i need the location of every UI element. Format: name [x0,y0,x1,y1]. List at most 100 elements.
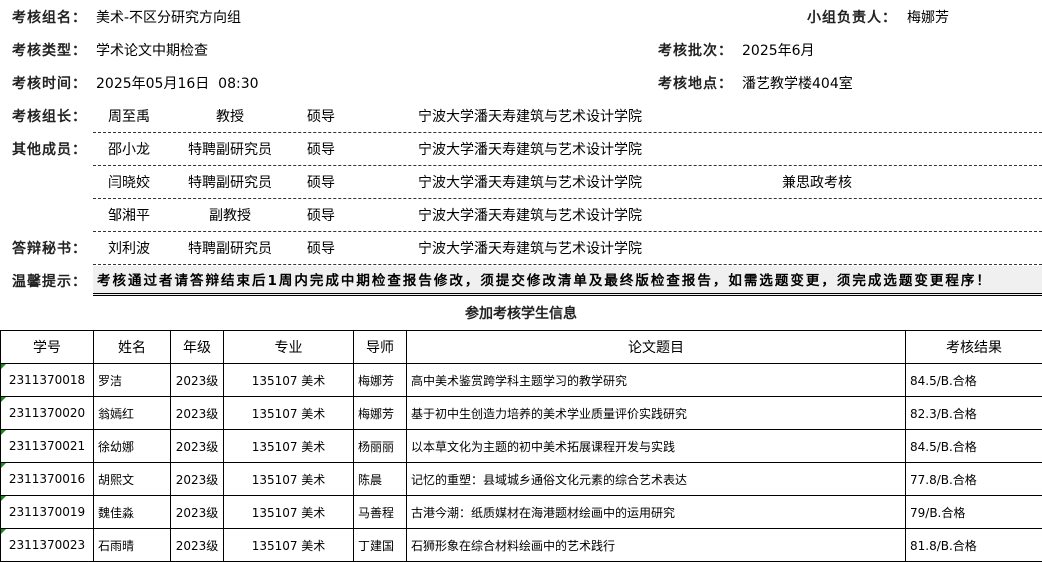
time-value: 2025年05月16日 08:30 [96,76,259,92]
cell-grade: 2023级 [170,396,224,430]
cell-result: 77.8/B.合格 [905,462,1042,496]
cell-thesis-title: 基于初中生创造力培养的美术学业质量评价实践研究 [406,396,906,430]
dashed-divider [93,132,1042,133]
cell-grade: 2023级 [170,429,224,463]
cell-result: 81.8/B.合格 [905,528,1042,562]
column-header: 年级 [170,330,224,364]
cell-thesis-title: 高中美术鉴赏跨学科主题学习的教学研究 [406,363,906,397]
member-title: 教授 [216,109,244,125]
cell-advisor: 马善程 [353,495,407,529]
cell-id: 2311370018 [0,363,94,397]
table-row: 2311370023 石雨晴 2023级 135107 美术 丁建国 石狮形象在综合材料绘… [0,528,1042,562]
leader-label: 小组负责人： [807,10,897,26]
cell-id: 2311370020 [0,396,94,430]
cell-result: 79/B.合格 [905,495,1042,529]
member-type: 硕导 [307,208,335,224]
table-header-row: 学号 姓名 年级 专业 导师 论文题目 考核结果 [0,330,1042,364]
dashed-divider [93,231,1042,232]
dashed-divider [93,264,1042,265]
cell-thesis-title: 记忆的重塑：县域城乡通俗文化元素的综合艺术表达 [406,462,906,496]
member-org: 宁波大学潘天寿建筑与艺术设计学院 [418,142,642,158]
students-table: 学号 姓名 年级 专业 导师 论文题目 考核结果 2311370018 罗洁 2023级 1351… [0,330,1042,562]
group-name: 美术-不区分研究方向组 [96,10,242,26]
cell-thesis-title: 以本草文化为主题的初中美术拓展课程开发与实践 [406,429,906,463]
table-row: 2311370020 翁嫣红 2023级 135107 美术 梅娜芳 基于初中生创造力培养… [0,396,1042,430]
type-label: 考核类型： [12,43,87,59]
member-note: 兼思政考核 [782,175,852,191]
leader-name: 梅娜芳 [907,10,949,26]
cell-name: 胡熙文 [93,462,171,496]
member-org: 宁波大学潘天寿建筑与艺术设计学院 [418,109,642,125]
cell-id: 2311370016 [0,462,94,496]
member-type: 硕导 [307,142,335,158]
member-name: 闫晓姣 [108,175,150,191]
place-label: 考核地点： [658,76,733,92]
cell-id: 2311370021 [0,429,94,463]
cell-name: 石雨晴 [93,528,171,562]
member-type: 硕导 [307,109,335,125]
batch-value: 2025年6月 [742,43,815,59]
member-name: 邹湘平 [108,208,150,224]
cell-advisor: 丁建国 [353,528,407,562]
member-name: 邵小龙 [108,142,150,158]
column-header: 学号 [0,330,94,364]
cell-major: 135107 美术 [223,528,354,562]
cell-advisor: 梅娜芳 [353,363,407,397]
students-title: 参加考核学生信息 [465,306,577,322]
type-value: 学术论文中期检查 [96,43,208,59]
member-title: 特聘副研究员 [188,241,272,257]
member-title: 特聘副研究员 [188,142,272,158]
member-title: 副教授 [209,208,251,224]
table-row: 2311370016 胡熙文 2023级 135107 美术 陈晨 记忆的重塑：县域城乡通… [0,462,1042,496]
cell-advisor: 杨丽丽 [353,429,407,463]
time-label: 考核时间： [12,76,87,92]
cell-result: 84.5/B.合格 [905,429,1042,463]
place-value: 潘艺教学楼404室 [742,76,853,92]
table-row: 2311370018 罗洁 2023级 135107 美术 梅娜芳 高中美术鉴赏跨学科主题… [0,363,1042,397]
member-type: 硕导 [307,241,335,257]
member-role: 考核组长： [12,109,87,125]
cell-id: 2311370023 [0,528,94,562]
cell-major: 135107 美术 [223,363,354,397]
member-role: 答辩秘书： [12,241,87,257]
cell-result: 82.3/B.合格 [905,396,1042,430]
cell-grade: 2023级 [170,363,224,397]
cell-grade: 2023级 [170,462,224,496]
cell-result: 84.5/B.合格 [905,363,1042,397]
cell-major: 135107 美术 [223,462,354,496]
cell-grade: 2023级 [170,528,224,562]
cell-name: 罗洁 [93,363,171,397]
table-row: 2311370021 徐幼娜 2023级 135107 美术 杨丽丽 以本草文化为主题的初… [0,429,1042,463]
cell-major: 135107 美术 [223,429,354,463]
cell-advisor: 陈晨 [353,462,407,496]
cell-advisor: 梅娜芳 [353,396,407,430]
column-header: 专业 [223,330,354,364]
cell-grade: 2023级 [170,495,224,529]
table-row: 2311370019 魏佳淼 2023级 135107 美术 马善程 古港今潮：纸质媒材在… [0,495,1042,529]
cell-thesis-title: 古港今潮：纸质媒材在海港题材绘画中的运用研究 [406,495,906,529]
member-name: 刘利波 [108,241,150,257]
member-org: 宁波大学潘天寿建筑与艺术设计学院 [418,208,642,224]
column-header: 导师 [353,330,407,364]
cell-name: 魏佳淼 [93,495,171,529]
cell-major: 135107 美术 [223,495,354,529]
group-label: 考核组名： [12,10,87,26]
column-header: 考核结果 [905,330,1042,364]
member-name: 周至禹 [108,109,150,125]
cell-name: 徐幼娜 [93,429,171,463]
dashed-divider [93,198,1042,199]
member-org: 宁波大学潘天寿建筑与艺术设计学院 [418,241,642,257]
member-org: 宁波大学潘天寿建筑与艺术设计学院 [418,175,642,191]
column-header: 论文题目 [406,330,906,364]
cell-name: 翁嫣红 [93,396,171,430]
dashed-divider [93,165,1042,166]
tip-text: 考核通过者请答辩结束后1周内完成中期检查报告修改，须提交修改清单及最终版检查报告… [93,266,1042,296]
member-title: 特聘副研究员 [188,175,272,191]
cell-thesis-title: 石狮形象在综合材料绘画中的艺术践行 [406,528,906,562]
member-role: 其他成员： [12,142,87,158]
cell-id: 2311370019 [0,495,94,529]
batch-label: 考核批次： [658,43,733,59]
tip-label: 温馨提示： [12,274,87,290]
column-header: 姓名 [93,330,171,364]
